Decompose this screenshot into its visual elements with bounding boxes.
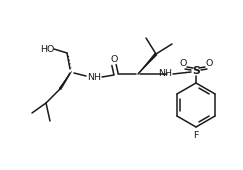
Text: NH: NH bbox=[87, 72, 101, 81]
Text: S: S bbox=[192, 66, 200, 76]
Polygon shape bbox=[138, 53, 157, 74]
Text: F: F bbox=[193, 131, 199, 140]
Text: O: O bbox=[179, 58, 187, 67]
Text: O: O bbox=[205, 58, 213, 67]
Text: O: O bbox=[110, 55, 118, 64]
Text: HO: HO bbox=[40, 45, 54, 54]
Polygon shape bbox=[59, 71, 72, 90]
Text: NH: NH bbox=[158, 70, 172, 79]
